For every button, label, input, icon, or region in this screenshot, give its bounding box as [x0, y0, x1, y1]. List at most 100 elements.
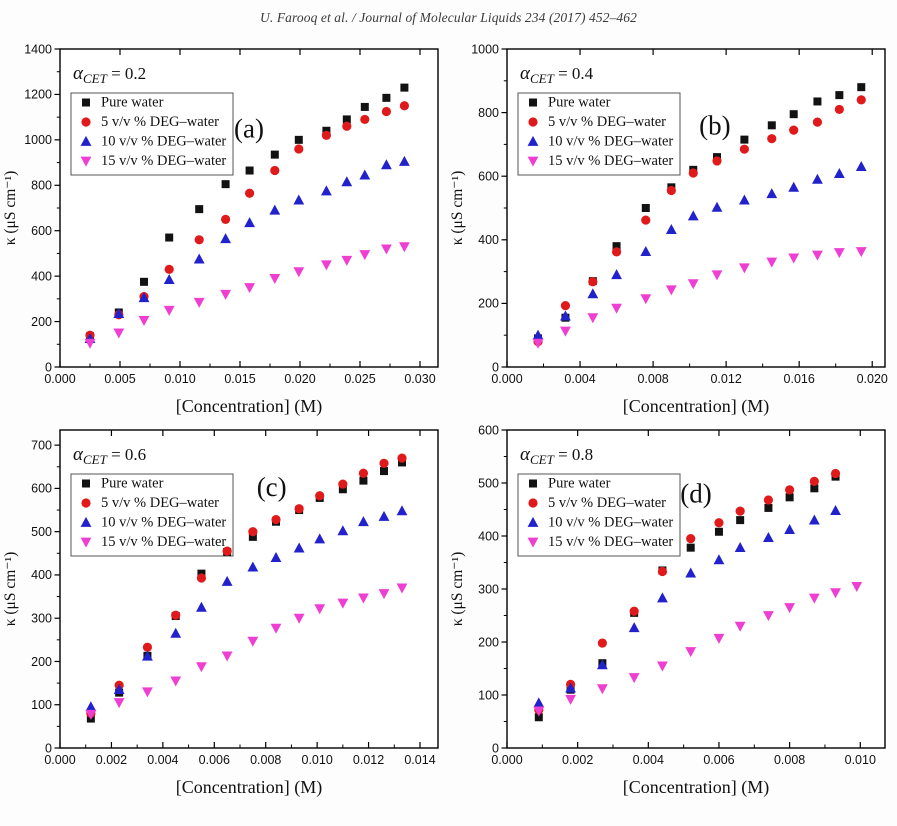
data-point-square: [534, 713, 543, 722]
y-tick-label: 200: [31, 315, 52, 329]
y-tick-label: 200: [478, 635, 499, 649]
data-point-circle: [785, 485, 795, 495]
data-point-triangle-down: [532, 338, 544, 349]
data-point-triangle-down: [685, 647, 697, 658]
data-point-triangle-down: [321, 260, 332, 271]
data-point-triangle-up: [611, 269, 622, 280]
data-point-triangle-up: [138, 292, 150, 303]
x-tick-label: 0.002: [562, 753, 593, 767]
data-point-circle: [789, 125, 799, 135]
legend-triangle-up-marker: [80, 516, 92, 527]
y-axis-title: κ (μS cm⁻¹): [2, 552, 19, 627]
data-point-triangle-down: [808, 593, 820, 604]
data-point-triangle-down: [611, 303, 622, 314]
data-point-circle: [763, 495, 774, 505]
data-point-triangle-down: [247, 636, 259, 647]
data-point-circle: [358, 468, 369, 478]
data-point-circle: [830, 468, 841, 479]
data-point-triangle-down: [193, 297, 205, 308]
data-point-triangle-up: [685, 567, 697, 578]
data-point-circle: [221, 214, 231, 224]
data-point-circle: [245, 188, 255, 198]
data-point-triangle-down: [269, 274, 281, 285]
data-point-triangle-up: [163, 273, 175, 284]
data-point-triangle-up: [113, 683, 125, 694]
data-point-circle: [294, 504, 304, 514]
data-point-triangle-down: [628, 673, 640, 684]
data-point-triangle-up: [596, 659, 608, 670]
data-point-triangle-up: [396, 505, 408, 516]
data-point-triangle-down: [359, 250, 371, 261]
data-point-triangle-up: [113, 308, 125, 319]
y-tick-label: 600: [478, 423, 499, 437]
legend-label: 5 v/v % DEG–water: [101, 495, 219, 511]
data-point-triangle-up: [359, 169, 371, 180]
data-point-triangle-down: [851, 581, 863, 592]
data-point-triangle-down: [711, 270, 723, 281]
data-point-circle: [735, 506, 745, 516]
data-point-triangle-down: [565, 694, 576, 705]
data-point-square: [686, 543, 695, 552]
data-point-triangle-down: [640, 294, 652, 305]
data-point-circle: [360, 114, 370, 125]
legend-triangle-up-marker: [527, 135, 539, 146]
data-point-triangle-up: [640, 245, 652, 256]
data-point-circle: [294, 144, 304, 154]
x-tick-label: 0.012: [710, 372, 741, 386]
data-point-circle: [611, 247, 622, 257]
y-tick-label: 0: [45, 360, 52, 374]
legend-label: 5 v/v % DEG–water: [101, 114, 219, 130]
panel-title: αCET = 0.2: [73, 63, 146, 86]
data-point-circle: [588, 277, 598, 287]
data-point-triangle-up: [221, 575, 233, 586]
data-point-triangle-down: [587, 313, 599, 324]
data-point-triangle-down: [244, 283, 255, 294]
legend-square-marker: [82, 479, 90, 488]
data-point-circle: [666, 185, 676, 196]
data-point-circle: [712, 156, 722, 166]
x-tick-label: 0.008: [774, 753, 805, 767]
legend-label: 15 v/v % DEG–water: [548, 153, 673, 169]
data-point-triangle-up: [657, 592, 668, 603]
data-point-triangle-up: [628, 622, 640, 633]
data-point-triangle-up: [247, 561, 259, 572]
data-point-triangle-down: [665, 285, 677, 296]
legend-label: 15 v/v % DEG–water: [548, 534, 673, 550]
chart-panel-b: 0.000 0.004 0.008 0.012 0.016 0.020 0 200 400 600…: [449, 42, 888, 417]
data-point-circle: [222, 546, 232, 556]
data-point-circle: [271, 514, 281, 525]
data-point-triangle-up: [532, 329, 544, 340]
data-point-square: [785, 493, 794, 502]
x-tick-label: 0.016: [784, 372, 815, 386]
x-tick-label: 0.008: [637, 372, 668, 386]
legend-triangle-down-marker: [527, 537, 539, 548]
y-axis-title: κ (μS cm⁻¹): [449, 171, 466, 246]
data-point-square: [740, 135, 749, 144]
data-point-triangle-down: [170, 676, 182, 687]
chart-panel-d: 0.000 0.002 0.004 0.006 0.008 0.010 0 100 200 300…: [449, 423, 886, 798]
data-point-triangle-down: [833, 248, 845, 259]
x-tick-label: 0.020: [857, 372, 888, 386]
data-point-circle: [856, 95, 866, 105]
data-point-triangle-up: [341, 176, 353, 187]
legend-label: Pure water: [101, 476, 164, 492]
x-tick-label: 0.008: [250, 753, 281, 767]
data-point-triangle-down: [314, 604, 326, 615]
data-point-circle: [248, 527, 258, 537]
y-tick-label: 500: [31, 525, 52, 539]
data-point-circle: [342, 121, 352, 131]
legend-box: [517, 92, 681, 176]
data-point-triangle-up: [399, 155, 410, 166]
x-tick-label: 0.002: [96, 753, 127, 767]
y-tick-label: 800: [478, 106, 499, 120]
y-tick-label: 800: [31, 179, 52, 193]
data-point-triangle-up: [711, 201, 723, 212]
data-point-triangle-down: [812, 250, 823, 261]
data-point-circle: [270, 165, 280, 176]
data-point-square: [813, 97, 822, 106]
data-point-circle: [834, 104, 844, 115]
x-tick-label: 0.010: [302, 753, 333, 767]
legend-triangle-up-marker: [80, 135, 92, 146]
data-point-circle: [194, 235, 204, 245]
y-tick-label: 0: [45, 741, 52, 755]
